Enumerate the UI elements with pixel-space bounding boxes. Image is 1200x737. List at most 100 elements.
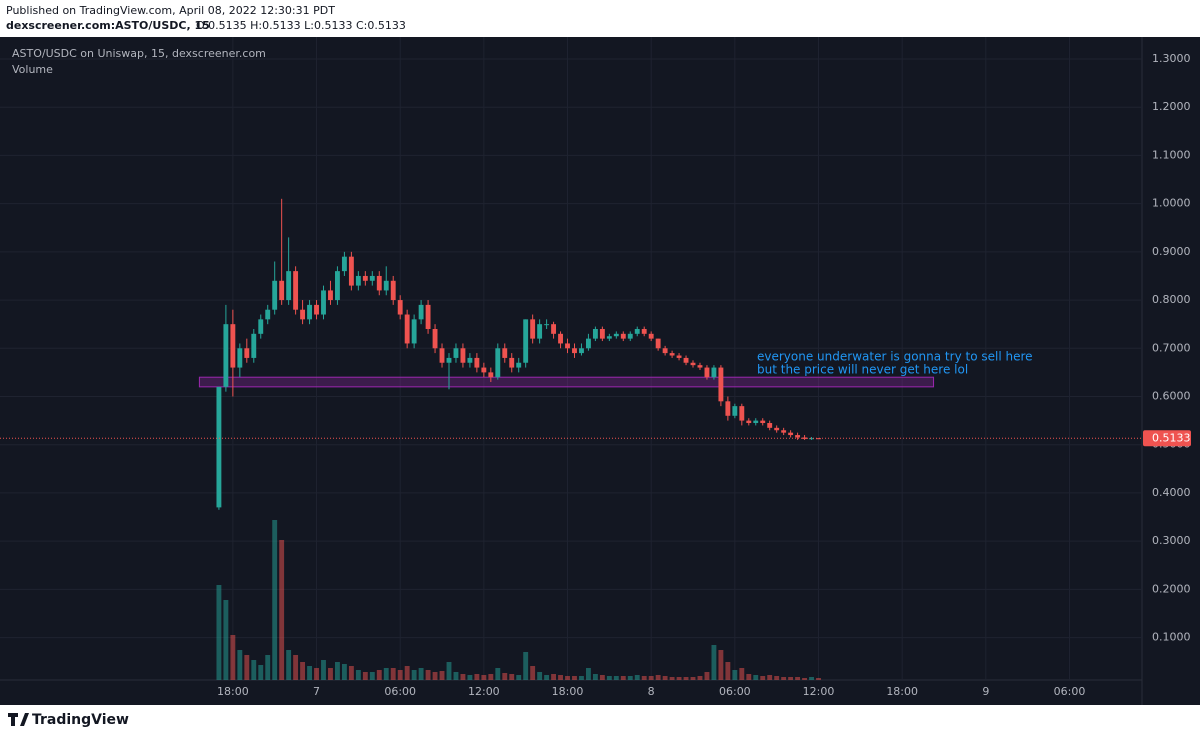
candle-body bbox=[265, 309, 271, 320]
candle-body bbox=[718, 367, 724, 402]
last-price-box bbox=[1143, 430, 1191, 447]
candle-body bbox=[425, 304, 431, 329]
candle-body bbox=[237, 348, 243, 368]
volume-bar bbox=[237, 650, 243, 680]
candle-body bbox=[711, 367, 717, 378]
candle-body bbox=[725, 401, 731, 416]
candle-body bbox=[558, 333, 563, 344]
candle-body bbox=[502, 348, 508, 358]
volume-bar bbox=[341, 664, 347, 680]
volume-bar bbox=[481, 675, 487, 680]
volume-bar bbox=[348, 666, 354, 680]
last-price-label: 0.5133 bbox=[1152, 431, 1191, 444]
candle-body bbox=[585, 338, 591, 349]
x-tick-label: 7 bbox=[313, 685, 320, 698]
candle-body bbox=[376, 275, 382, 291]
logo-text: TradingView bbox=[32, 712, 129, 728]
volume-bar bbox=[453, 672, 459, 680]
candle-body bbox=[690, 362, 696, 366]
x-tick-label: 18:00 bbox=[552, 685, 584, 698]
candle-body bbox=[599, 328, 605, 339]
x-tick-label: 18:00 bbox=[886, 685, 918, 698]
volume-bar bbox=[502, 673, 508, 680]
candle-body bbox=[432, 328, 438, 349]
candle-body bbox=[676, 355, 682, 358]
y-tick-label: 0.6000 bbox=[1152, 389, 1191, 402]
volume-bar bbox=[251, 660, 257, 680]
candle-body bbox=[272, 280, 278, 310]
volume-bar bbox=[314, 668, 319, 680]
ohlc: O:0.5135 H:0.5133 L:0.5133 C:0.5133 bbox=[196, 19, 406, 32]
volume-bar bbox=[328, 668, 333, 680]
candle-body bbox=[544, 324, 550, 326]
candle-body bbox=[551, 324, 557, 334]
volume-bar bbox=[802, 678, 807, 680]
candle-body bbox=[634, 328, 640, 334]
volume-bar bbox=[718, 650, 724, 680]
volume-bar bbox=[767, 675, 773, 680]
volume-bar bbox=[355, 670, 361, 680]
volume-bar bbox=[809, 677, 814, 680]
volume-bar bbox=[293, 655, 299, 680]
volume-bar bbox=[606, 676, 612, 680]
candle-body bbox=[774, 427, 780, 431]
candle-body bbox=[669, 353, 675, 356]
annotation: but the price will never get here lol bbox=[757, 363, 968, 377]
candle-body bbox=[655, 338, 661, 349]
candle-body bbox=[488, 372, 494, 378]
volume-bar bbox=[258, 665, 264, 680]
volume-bar bbox=[690, 677, 696, 680]
candle-body bbox=[537, 324, 543, 339]
volume-bar bbox=[746, 674, 752, 680]
candle-body bbox=[732, 406, 738, 416]
x-tick-label: 06:00 bbox=[384, 685, 416, 698]
chart-bg bbox=[0, 37, 1200, 705]
y-tick-label: 1.0000 bbox=[1152, 197, 1191, 210]
candle-body bbox=[704, 367, 710, 378]
volume-bar bbox=[523, 652, 529, 680]
candle-body bbox=[530, 319, 536, 339]
candle-body bbox=[697, 365, 703, 368]
candle-body bbox=[592, 328, 598, 339]
candle-body bbox=[307, 304, 312, 320]
candle-body bbox=[809, 438, 814, 440]
candle-body bbox=[279, 280, 285, 301]
volume-bar bbox=[544, 675, 550, 680]
candle-body bbox=[362, 275, 368, 281]
annotation: everyone underwater is gonna try to sell… bbox=[757, 350, 1033, 364]
candle-body bbox=[439, 348, 445, 363]
volume-bar bbox=[509, 674, 515, 680]
x-tick-label: 9 bbox=[982, 685, 989, 698]
candle-body bbox=[662, 348, 668, 354]
candle-body bbox=[746, 420, 752, 424]
candle-body bbox=[369, 275, 375, 281]
volume-bar bbox=[627, 676, 633, 680]
volume-bar bbox=[516, 675, 522, 680]
volume-bar bbox=[321, 660, 326, 680]
volume-bar bbox=[774, 676, 780, 680]
volume-bar bbox=[592, 674, 598, 680]
y-tick-label: 0.4000 bbox=[1152, 486, 1191, 499]
candle-body bbox=[648, 333, 654, 339]
candle-body bbox=[620, 333, 626, 339]
y-tick-label: 0.1000 bbox=[1152, 631, 1191, 644]
candle-body bbox=[230, 324, 236, 368]
volume-bar bbox=[432, 672, 438, 680]
candle-body bbox=[335, 271, 340, 301]
logo-icon bbox=[8, 713, 29, 726]
candle-body bbox=[397, 300, 403, 315]
volume-bar bbox=[711, 645, 717, 680]
volume-bar bbox=[725, 662, 731, 680]
candle-body bbox=[258, 319, 264, 334]
candle-body bbox=[467, 357, 473, 363]
volume-bar bbox=[585, 668, 591, 680]
volume-bar bbox=[537, 672, 543, 680]
volume-bar bbox=[697, 676, 703, 680]
volume-label: Volume bbox=[12, 63, 53, 76]
candle-body bbox=[411, 319, 417, 344]
volume-bar bbox=[425, 670, 431, 680]
volume-bar bbox=[335, 662, 340, 680]
volume-bar bbox=[230, 635, 236, 680]
volume-bar bbox=[558, 675, 563, 680]
